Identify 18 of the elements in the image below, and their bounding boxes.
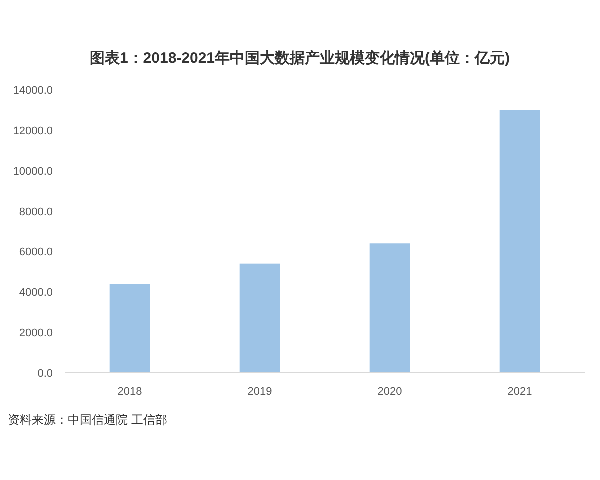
x-tick-label: 2019 — [248, 386, 272, 398]
y-tick-label: 4000.0 — [19, 287, 53, 300]
y-tick-label: 0.0 — [38, 368, 53, 380]
x-tick-label: 2021 — [508, 386, 532, 398]
bar — [110, 284, 150, 373]
chart-title: 图表1：2018-2021年中国大数据产业规模变化情况(单位：亿元) — [90, 49, 510, 67]
x-tick-label: 2018 — [118, 386, 142, 398]
x-tick-label: 2020 — [378, 386, 402, 398]
bar — [370, 244, 410, 373]
y-tick-label: 10000.0 — [13, 166, 53, 178]
text: 资料来源：中国信通院 工信部 — [8, 413, 168, 427]
bar — [500, 110, 540, 373]
y-tick-label: 12000.0 — [13, 125, 53, 138]
bar — [240, 264, 280, 373]
y-tick-label: 14000.0 — [13, 85, 53, 97]
y-tick-label: 8000.0 — [19, 206, 53, 218]
y-tick-label: 2000.0 — [19, 328, 53, 340]
y-tick-label: 6000.0 — [19, 246, 53, 259]
